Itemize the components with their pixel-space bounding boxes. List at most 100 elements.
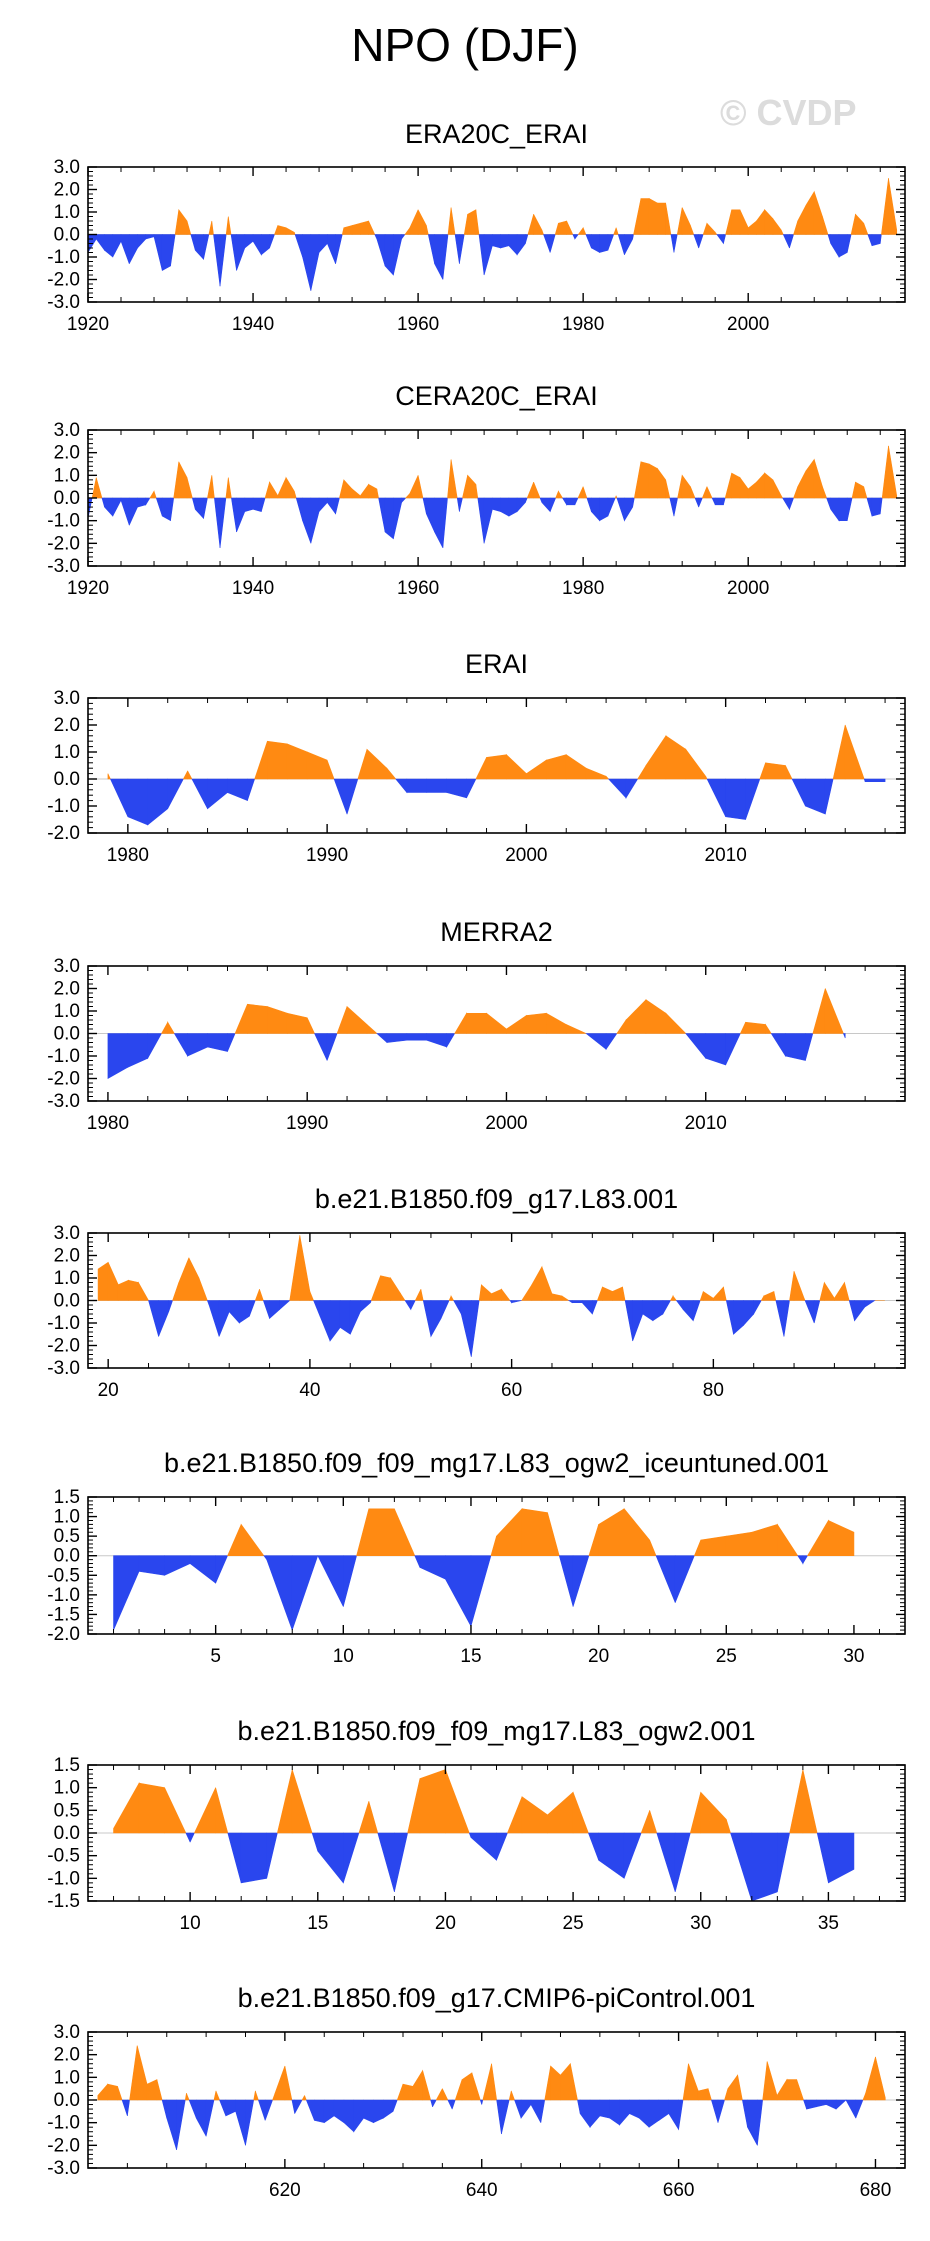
x-tick-label: 15 [460,1646,481,1667]
positive-area [188,1257,200,1301]
negative-area [227,1832,242,1883]
y-tick-label: 1.0 [54,1001,80,1022]
y-tick-label: 2.0 [54,1246,80,1267]
positive-area [149,490,155,499]
panel-title: ERAI [465,649,528,679]
negative-area [470,1555,492,1627]
negative-area [846,497,853,521]
negative-area [187,1033,208,1057]
negative-area [783,1300,790,1337]
negative-area [426,1033,447,1048]
negative-area [305,2099,315,2121]
negative-area [262,1300,270,1319]
negative-area [477,497,485,544]
positive-area [554,223,559,235]
negative-area [294,234,303,258]
negative-area [269,234,275,249]
negative-area [501,2099,510,2135]
positive-area [822,216,829,235]
positive-area [178,208,188,235]
negative-area [207,1033,228,1052]
positive-area [508,2090,512,2101]
y-tick-label: 0.0 [54,769,80,790]
negative-area [440,1300,450,1319]
negative-area [838,234,848,258]
y-tick-label: 3.0 [54,2022,80,2043]
positive-area [422,2070,432,2101]
negative-area [453,1300,462,1316]
negative-area [442,234,449,280]
negative-area [269,1300,280,1320]
positive-area [566,220,574,235]
positive-area [699,1291,704,1301]
negative-area [592,1300,598,1315]
negative-area [147,778,169,826]
positive-area [777,1523,799,1557]
negative-area [451,2099,456,2110]
positive-area [97,1261,109,1301]
positive-area [301,2095,305,2101]
positive-area [565,1024,587,1034]
negative-area [525,497,528,503]
negative-area [629,2099,640,2119]
positive-area [240,1523,265,1557]
negative-area [346,778,359,815]
positive-area [117,2086,123,2101]
negative-area [624,1300,633,1342]
negative-area [239,1300,250,1324]
positive-area [357,749,368,780]
positive-area [274,2065,286,2101]
positive-area [793,1271,805,1301]
negative-area [410,1300,416,1310]
negative-area [678,2099,684,2130]
negative-area [656,1832,676,1893]
negative-area [675,1300,684,1311]
x-tick-label: 10 [180,1913,201,1934]
positive-area [725,1531,753,1557]
negative-area [725,1300,734,1335]
negative-area [395,778,408,794]
positive-area [737,2075,743,2101]
negative-area [419,1555,446,1580]
negative-area [525,234,529,244]
positive-area [724,472,733,499]
positive-area [299,1235,311,1301]
positive-area [463,214,468,235]
positive-area [812,988,826,1034]
y-tick-label: -1.0 [47,1313,80,1334]
positive-area [146,2079,158,2101]
positive-area [697,2088,709,2101]
negative-area [674,1555,695,1603]
negative-area [598,1832,625,1879]
y-tick-label: 3.0 [54,1223,80,1244]
negative-area [827,234,832,244]
positive-area [828,1520,855,1557]
positive-area [622,1286,626,1301]
positive-area [637,764,647,780]
positive-area [343,479,353,499]
positive-area [496,1507,523,1557]
positive-area [702,223,708,235]
positive-area [764,208,774,235]
positive-area [259,1289,264,1301]
positive-area [615,227,619,235]
positive-area [598,1508,625,1557]
positive-area [526,1012,547,1034]
positive-area [789,1769,804,1834]
y-tick-label: -1.0 [47,1585,80,1606]
negative-area [632,234,634,240]
positive-area [772,479,782,499]
negative-area [751,1832,778,1902]
positive-area [527,214,534,235]
positive-area [725,209,733,235]
x-tick-label: 40 [299,1380,320,1401]
negative-area [185,1832,191,1843]
y-tick-label: -2.0 [47,270,80,291]
x-tick-label: 2010 [685,1113,727,1134]
negative-area [219,497,227,548]
positive-area [547,1512,560,1557]
positive-area [832,724,846,780]
negative-area [607,778,627,799]
negative-area [377,1832,395,1893]
